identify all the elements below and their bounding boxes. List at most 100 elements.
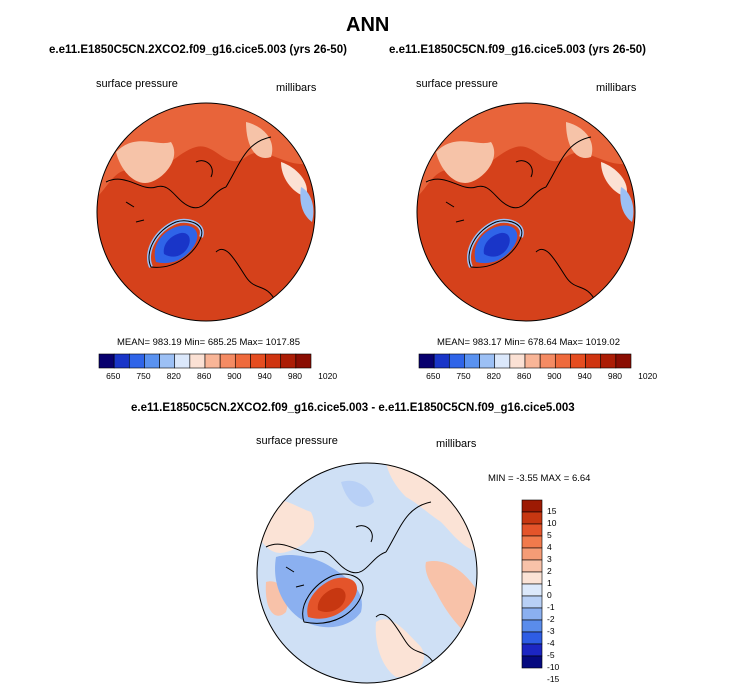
diff-greenland-anomaly-core [317,587,346,613]
colorbar-swatch [521,535,543,549]
colorbar-swatch [295,353,312,369]
colorbar-tick-label: 820 [166,371,181,381]
diff-stats: MIN = -3.55 MAX = 6.64 [488,473,591,484]
colorbar-swatch [128,353,145,369]
diff-pale-red-region [425,561,477,642]
colorbar-swatch [570,353,586,369]
figure-title: ANN [346,14,390,36]
colorbar-swatch [521,499,543,513]
colorbar-tick-label: 5 [547,530,552,540]
colorbar-swatch [615,353,632,369]
colorbar-swatch [189,353,206,369]
diff-panel-variable-label: surface pressure [256,435,338,447]
colorbar-tick-label: -10 [547,662,560,672]
panel-2-polar-map [416,102,636,322]
colorbar-tick-label: 980 [607,371,623,381]
colorbar-tick-label: 650 [106,371,121,381]
panel-1-variable-label: surface pressure [96,78,178,90]
colorbar-swatch [521,523,543,537]
colorbar-tick-label: 750 [136,371,151,381]
colorbar-tick-label: 860 [517,371,532,381]
colorbar-swatch [464,353,480,369]
panel-1-pale-region [116,141,175,183]
panel-2-pale-region [436,141,495,183]
panel-1-colorbar [98,353,312,369]
panel-1-map-border [96,102,316,322]
colorbar-tick-label: -15 [547,674,560,684]
diff-pale-red-region [375,619,425,677]
colorbar-swatch [521,595,543,609]
colorbar-swatch [521,547,543,561]
panel-1-coastline [105,136,277,303]
colorbar-swatch [521,559,543,573]
diff-panel-title: e.e11.E1850C5CN.2XCO2.f09_g16.cice5.003 … [131,402,575,414]
colorbar-swatch [521,607,543,621]
colorbar-swatch [521,511,543,525]
colorbar-swatch [433,353,450,369]
colorbar-swatch [521,571,543,585]
colorbar-tick-label: 980 [287,371,303,381]
panel-1-light-blue-region [300,187,314,222]
diff-polar-map [256,462,478,684]
colorbar-swatch [600,353,617,369]
panel-2-pale-region [601,162,627,197]
colorbar-swatch [521,655,543,669]
colorbar-tick-label: 1020 [318,371,338,381]
colorbar-tick-label: 3 [547,554,552,564]
panel-2-stats: MEAN= 983.17 Min= 678.64 Max= 1019.02 [437,337,620,348]
colorbar-tick-label: 15 [547,506,557,516]
diff-coastline [265,501,437,668]
colorbar-tick-label: -1 [547,602,555,612]
colorbar-tick-label: 860 [197,371,212,381]
panel-1-greenland-core [163,232,190,257]
panel-2-case-title: e.e11.E1850C5CN.f09_g16.cice5.003 (yrs 2… [389,44,647,56]
colorbar-swatch [418,353,435,369]
colorbar-swatch [280,353,297,369]
colorbar-tick-label: -5 [547,650,555,660]
colorbar-swatch [524,353,541,369]
diff-colorbar [521,499,543,669]
colorbar-swatch [494,353,511,369]
colorbar-swatch [521,619,543,633]
colorbar-swatch [585,353,602,369]
colorbar-swatch [113,353,130,369]
diff-panel-units-label: millibars [436,438,477,450]
panel-1-pale-region [281,162,307,197]
panel-1-units-label: millibars [276,82,317,94]
colorbar-tick-label: 900 [547,371,562,381]
colorbar-tick-label: -4 [547,638,555,648]
colorbar-swatch [521,583,543,597]
colorbar-tick-label: -2 [547,614,555,624]
panel-1-polar-map [96,102,316,322]
colorbar-tick-label: 1020 [638,371,658,381]
panel-2-variable-label: surface pressure [416,78,498,90]
panel-2-pale-region [566,122,593,158]
panel-1-lighter-region [97,103,315,197]
colorbar-swatch [479,353,496,369]
colorbar-swatch [250,353,266,369]
panel-2-coastline [425,136,597,303]
panel-2-units-label: millibars [596,82,637,94]
colorbar-swatch [554,353,571,369]
panel-1-stats: MEAN= 983.19 Min= 685.25 Max= 1017.85 [117,337,300,348]
colorbar-swatch [539,353,556,369]
panel-1-pale-region [246,122,273,158]
colorbar-tick-label: 4 [547,542,552,552]
colorbar-tick-label: 820 [486,371,501,381]
colorbar-swatch [448,353,465,369]
colorbar-tick-label: 940 [257,371,272,381]
panel-2-colorbar [418,353,632,369]
panel-1-case-title: e.e11.E1850C5CN.2XCO2.f09_g16.cice5.003 … [49,44,347,56]
colorbar-swatch [509,353,526,369]
colorbar-swatch [144,353,160,369]
diff-blue-region [341,480,374,507]
colorbar-swatch [521,643,543,657]
colorbar-swatch [174,353,191,369]
colorbar-tick-label: 10 [547,518,557,528]
colorbar-tick-label: 900 [227,371,242,381]
colorbar-tick-label: 650 [426,371,441,381]
panel-2-lighter-region [417,103,635,197]
colorbar-tick-label: 0 [547,590,552,600]
colorbar-swatch [219,353,236,369]
colorbar-swatch [521,631,543,645]
